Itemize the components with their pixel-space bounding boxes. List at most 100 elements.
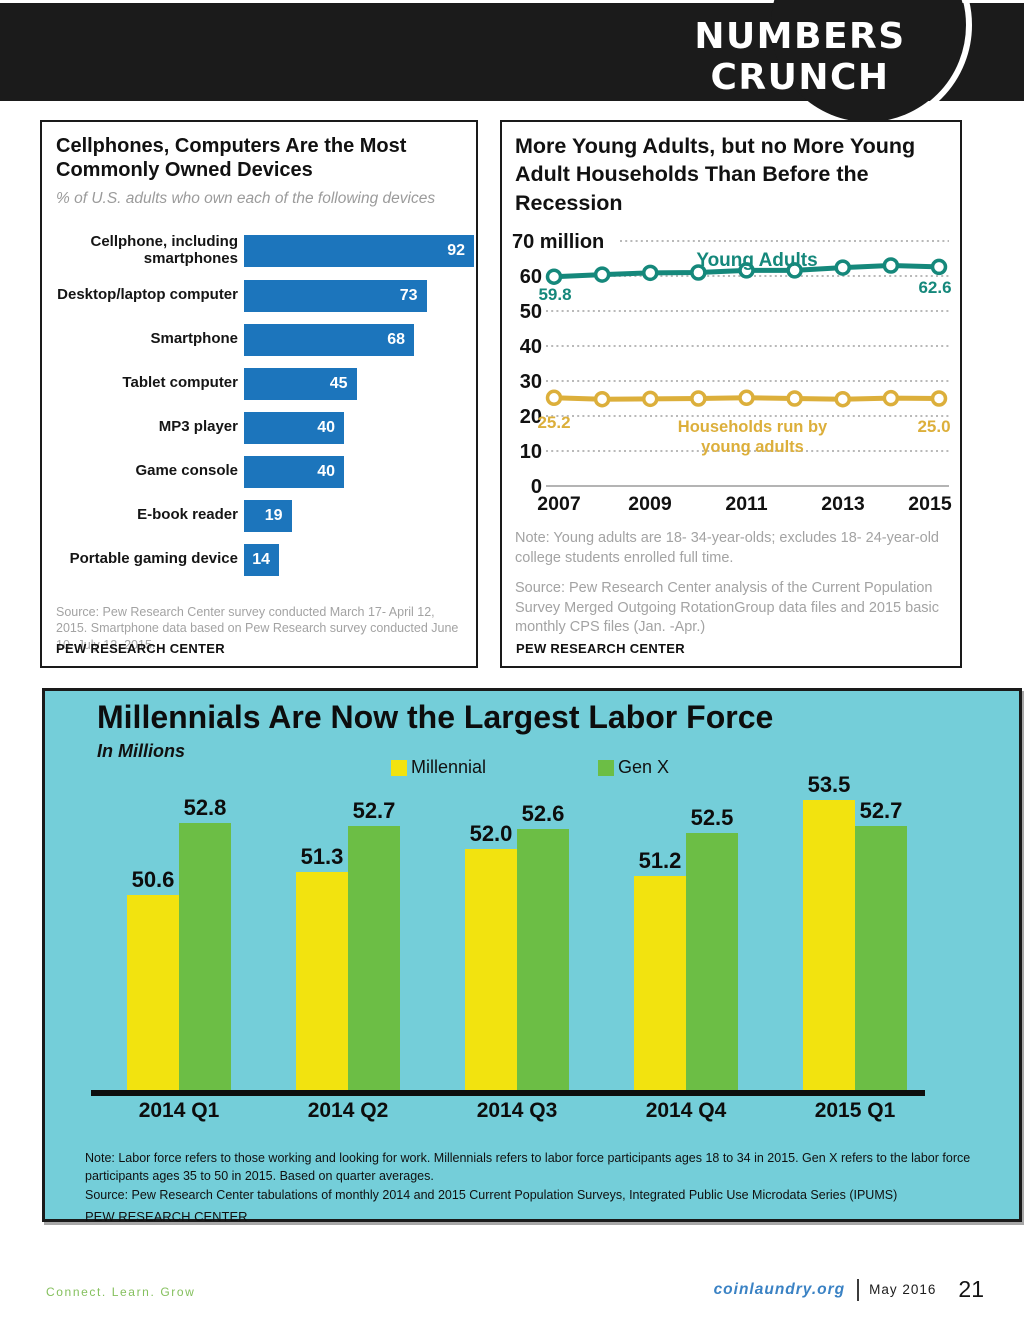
device-category-label: MP3 player bbox=[158, 418, 238, 436]
households-series-label: Households run by young adults bbox=[677, 418, 828, 456]
labor-category-label: 2014 Q2 bbox=[307, 1099, 389, 1122]
data-point-marker bbox=[738, 262, 755, 279]
x-axis-tick-label: 2013 bbox=[821, 493, 865, 515]
labor-bar-value: 52.7 bbox=[352, 798, 396, 823]
footer-divider bbox=[857, 1278, 860, 1301]
households-end-value: 25.0 bbox=[917, 417, 951, 436]
device-category-label: E-book reader bbox=[137, 506, 238, 524]
labor-bar-genx bbox=[179, 822, 231, 1090]
device-bar: 45 bbox=[244, 367, 357, 400]
device-bar-row: Tablet computer 45 bbox=[42, 367, 476, 400]
legend-swatch-genx bbox=[598, 759, 614, 776]
y-axis-tick-label: 70 million bbox=[512, 231, 604, 253]
device-bar-value: 45 bbox=[329, 374, 348, 392]
labor-category-label: 2014 Q3 bbox=[476, 1099, 558, 1122]
data-point-marker bbox=[930, 258, 948, 276]
labor-force-chart-title: Millennials Are Now the Largest Labor Fo… bbox=[97, 699, 774, 735]
data-point-marker bbox=[834, 390, 851, 408]
x-axis-tick-label: 2009 bbox=[628, 493, 672, 515]
households-start-value: 25.2 bbox=[537, 413, 571, 432]
device-bar-row: Game console 40 bbox=[42, 455, 476, 488]
device-bar: 14 bbox=[244, 543, 279, 576]
device-bar: 92 bbox=[244, 234, 474, 267]
x-axis-tick-label: 2007 bbox=[537, 493, 580, 515]
device-bar: 73 bbox=[244, 279, 427, 312]
labor-bar-millennial bbox=[803, 799, 855, 1090]
footer-issue: May 2016 bbox=[869, 1282, 937, 1297]
y-axis-tick-label: 30 bbox=[520, 371, 542, 393]
device-bar-row: Desktop/laptop computer 73 bbox=[42, 279, 476, 312]
x-axis-tick-label: 2015 bbox=[908, 493, 952, 515]
device-bar-row: Cellphone, including smartphones 92 bbox=[42, 233, 476, 268]
device-bar: 68 bbox=[244, 323, 414, 356]
young-adults-chart-brand: PEW RESEARCH CENTER bbox=[516, 641, 685, 656]
data-point-marker bbox=[834, 259, 851, 276]
data-point-marker bbox=[882, 389, 900, 407]
device-bar-value: 14 bbox=[252, 550, 270, 568]
labor-bar-value: 52.6 bbox=[521, 801, 565, 827]
device-category-label: Cellphone, including smartphones bbox=[90, 233, 239, 267]
labor-force-chart-brand: PEW RESEARCH CENTER bbox=[85, 1209, 248, 1224]
device-category-label: Tablet computer bbox=[122, 374, 238, 392]
device-bar-value: 19 bbox=[264, 506, 283, 524]
labor-bar-value: 51.3 bbox=[300, 844, 344, 870]
device-bar: 40 bbox=[244, 455, 344, 488]
labor-force-bar-chart: 50.6 52.8 2014 Q1 51.3 52.7 2014 Q2 52.0 52.6 20… bbox=[45, 691, 1019, 1219]
device-bar-row: MP3 player 40 bbox=[42, 411, 476, 444]
device-category-label: Desktop/laptop computer bbox=[57, 286, 238, 304]
labor-category-label: 2014 Q1 bbox=[138, 1099, 220, 1122]
data-point-marker bbox=[642, 390, 659, 408]
young-adults-start-value: 59.8 bbox=[538, 285, 572, 304]
masthead-title-line2: CRUNCH bbox=[710, 57, 890, 98]
young-adults-end-value: 62.6 bbox=[918, 278, 952, 297]
labor-force-chart-source: Source: Pew Research Center tabulations … bbox=[85, 1188, 898, 1202]
device-bar-row: Portable gaming device 14 bbox=[42, 543, 476, 576]
labor-category-label: 2014 Q4 bbox=[645, 1099, 727, 1122]
devices-chart-brand: PEW RESEARCH CENTER bbox=[56, 641, 225, 656]
data-point-marker bbox=[593, 266, 611, 283]
device-category-label: Game console bbox=[135, 462, 238, 480]
legend-item-millennial: Millennial bbox=[391, 757, 486, 778]
young-adults-series-label: Young Adults bbox=[696, 250, 818, 271]
legend-swatch-millennial bbox=[391, 759, 407, 776]
young-adults-chart-panel: More Young Adults, but no More Young Adu… bbox=[500, 120, 962, 668]
device-bar-row: Smartphone 68 bbox=[42, 323, 476, 356]
labor-force-x-axis bbox=[91, 1090, 925, 1096]
device-bar-value: 73 bbox=[399, 286, 418, 304]
y-axis-tick-label: 50 bbox=[520, 301, 542, 323]
devices-chart-subtitle: % of U.S. adults who own each of the fol… bbox=[56, 190, 436, 207]
footer-tagline: Connect. Learn. Grow bbox=[46, 1285, 196, 1299]
labor-force-chart-panel: Millennials Are Now the Largest Labor Fo… bbox=[42, 688, 1022, 1224]
footer-site-link[interactable]: coinlaundry.org bbox=[713, 1280, 846, 1298]
labor-bar-value: 50.6 bbox=[131, 867, 175, 893]
device-bar: 40 bbox=[244, 411, 344, 444]
labor-force-chart-note: Note: Labor force refers to those workin… bbox=[85, 1151, 971, 1184]
young-adults-chart-title: More Young Adults, but no More Young Adu… bbox=[515, 134, 916, 215]
labor-bar-genx bbox=[348, 826, 400, 1090]
footer-page-number: 21 bbox=[958, 1276, 984, 1302]
labor-bar-millennial bbox=[634, 875, 686, 1090]
device-category-label: Portable gaming device bbox=[69, 550, 238, 568]
devices-chart-panel: Cellphones, Computers Are the Most Commo… bbox=[40, 120, 478, 668]
young-adults-chart-note: Note: Young adults are 18- 34-year-olds;… bbox=[515, 530, 939, 566]
devices-chart-source: Source: Pew Research Center survey condu… bbox=[56, 605, 459, 652]
device-bar: 19 bbox=[244, 499, 292, 532]
labor-bar-value: 52.8 bbox=[183, 794, 227, 820]
device-bar-value: 40 bbox=[317, 418, 335, 436]
data-point-marker bbox=[545, 389, 563, 407]
labor-bar-millennial bbox=[127, 895, 179, 1090]
data-point-marker bbox=[738, 389, 755, 407]
data-point-marker bbox=[642, 264, 659, 282]
device-bar-value: 68 bbox=[387, 330, 405, 348]
labor-bar-value: 53.5 bbox=[807, 771, 851, 797]
young-adults-chart-source: Source: Pew Research Center analysis of … bbox=[515, 580, 939, 636]
labor-bar-genx bbox=[686, 832, 738, 1090]
data-point-marker bbox=[545, 268, 563, 285]
y-axis-tick-label: 10 bbox=[520, 441, 542, 463]
footer-right: coinlaundry.org May 2016 21 bbox=[714, 1276, 984, 1303]
devices-chart-title: Cellphones, Computers Are the Most Commo… bbox=[56, 135, 407, 181]
masthead-graphic bbox=[0, 0, 1024, 122]
young-adults-line-chart: 0 10 20 30 40 50 60 70 million 2007 2009 2011 2013 2… bbox=[512, 231, 952, 515]
data-point-marker bbox=[786, 262, 803, 279]
